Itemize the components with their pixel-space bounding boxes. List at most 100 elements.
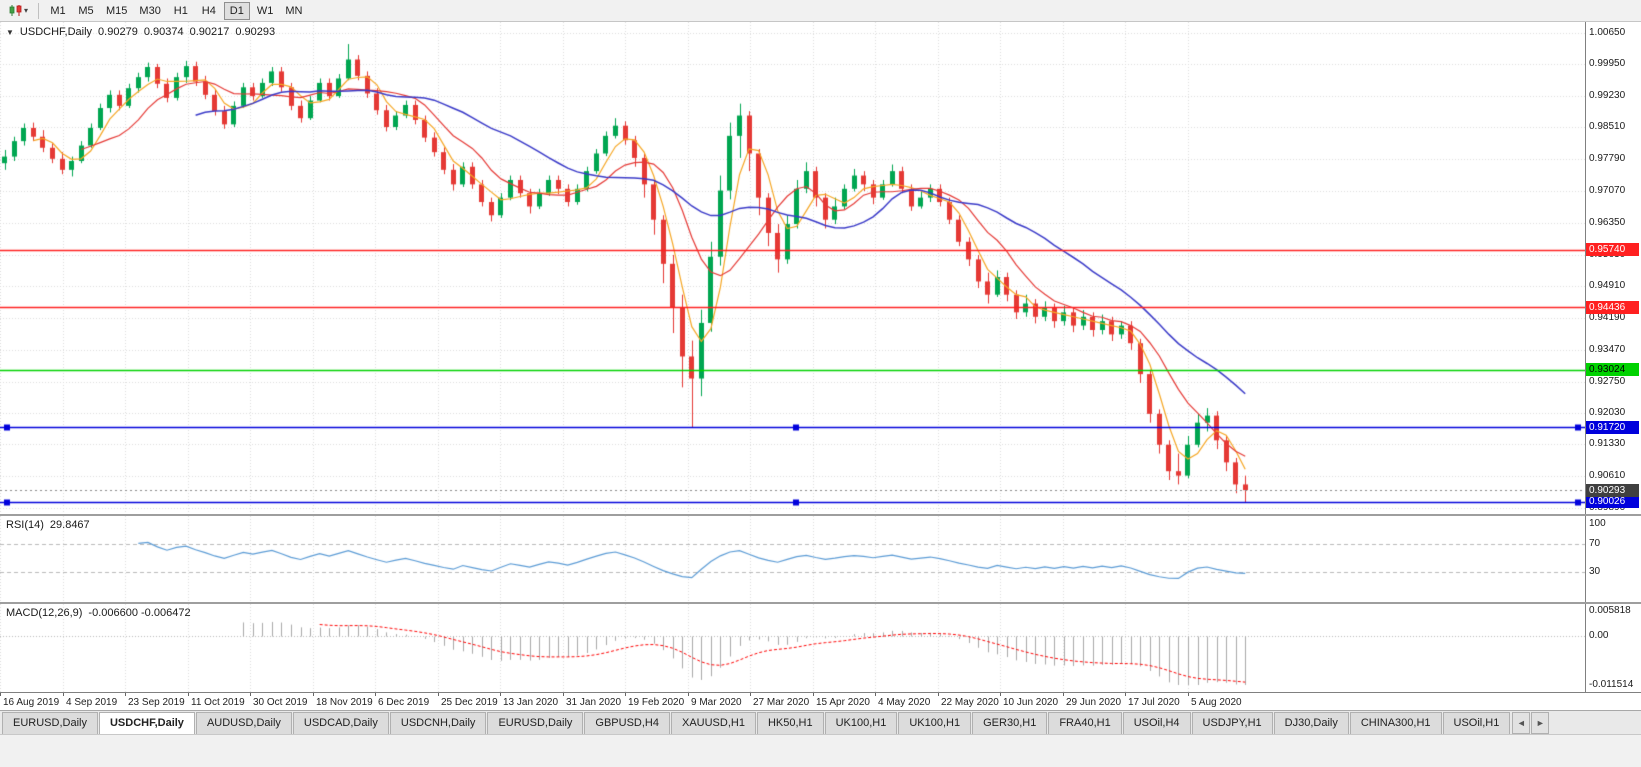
price-badge: 0.95740 (1586, 243, 1639, 257)
rsi-scale-label: 70 (1589, 538, 1601, 550)
macd-panel: MACD(12,26,9) -0.006600 -0.006472 0.0058… (0, 604, 1641, 692)
time-axis-label: 4 May 2020 (878, 697, 931, 708)
time-axis-label: 25 Dec 2019 (441, 697, 498, 708)
time-axis-label: 23 Sep 2019 (128, 697, 185, 708)
macd-scale-label: -0.011514 (1589, 679, 1634, 690)
price-scale-label: 0.99230 (1589, 89, 1626, 101)
time-axis-label: 5 Aug 2020 (1191, 697, 1242, 708)
timeframe-m30-button[interactable]: M30 (134, 2, 165, 20)
tab-fra40-h1[interactable]: FRA40,H1 (1048, 712, 1122, 734)
time-axis-label: 31 Jan 2020 (566, 697, 622, 708)
price-badge: 0.93024 (1586, 363, 1639, 377)
price-scale-label: 0.98510 (1589, 121, 1626, 133)
panel-splitter-rsi[interactable] (0, 514, 1641, 516)
time-tick (938, 693, 939, 696)
tab-uk100-h1[interactable]: UK100,H1 (898, 712, 972, 734)
tab-usdchf-daily[interactable]: USDCHF,Daily (98, 712, 195, 734)
price-badge: 0.91720 (1586, 420, 1639, 434)
rsi-indicator-name: RSI(14) (6, 519, 44, 531)
timeframe-mn-button[interactable]: MN (280, 2, 307, 20)
timeframe-toolbar: ▾ M1 M5 M15 M30 H1 H4 D1 W1 MN (0, 0, 1641, 22)
timeframe-w1-button[interactable]: W1 (252, 2, 279, 20)
symbol-title: USDCHF,Daily (19, 26, 93, 38)
tab-usoil-h1[interactable]: USOil,H1 (1442, 712, 1511, 734)
tab-scroll-left-button[interactable]: ◄ (1512, 712, 1531, 734)
tab-ger30-h1[interactable]: GER30,H1 (972, 712, 1048, 734)
tab-hk50-h1[interactable]: HK50,H1 (756, 712, 824, 734)
price-scale-label: 0.94190 (1589, 312, 1626, 324)
tab-uk100-h1[interactable]: UK100,H1 (824, 712, 898, 734)
macd-scale[interactable] (1585, 604, 1641, 692)
chart-title: ▼ USDCHF,Daily 0.90279 0.90374 0.90217 0… (6, 26, 275, 38)
tab-eurusd-daily[interactable]: EURUSD,Daily (487, 712, 584, 734)
tab-usoil-h4[interactable]: USOil,H4 (1122, 712, 1191, 734)
time-tick (375, 693, 376, 696)
price-scale-label: 0.99950 (1589, 57, 1626, 69)
timeframe-m1-button[interactable]: M1 (45, 2, 71, 20)
price-scale-label: 0.94910 (1589, 280, 1626, 292)
time-axis-label: 19 Feb 2020 (628, 697, 685, 708)
time-tick (500, 693, 501, 696)
rsi-panel: RSI(14) 29.8467 100 70 30 (0, 516, 1641, 602)
time-tick (750, 693, 751, 696)
tab-gbpusd-h4[interactable]: GBPUSD,H4 (584, 712, 670, 734)
time-axis-label: 15 Apr 2020 (816, 697, 870, 708)
time-axis-label: 11 Oct 2019 (191, 697, 245, 708)
time-tick (875, 693, 876, 696)
price-scale-label: 0.92750 (1589, 375, 1626, 387)
time-tick (188, 693, 189, 696)
tab-xauusd-h1[interactable]: XAUUSD,H1 (670, 712, 756, 734)
price-scale-label: 0.97070 (1589, 185, 1626, 196)
macd-canvas[interactable] (0, 604, 1585, 692)
tab-eurusd-daily[interactable]: EURUSD,Daily (2, 712, 98, 734)
price-scale-label: 0.92030 (1589, 407, 1626, 419)
main-chart-panel: ▼ USDCHF,Daily 0.90279 0.90374 0.90217 0… (0, 22, 1641, 514)
tab-usdcnh-daily[interactable]: USDCNH,Daily (389, 712, 487, 734)
chart-type-button[interactable]: ▾ (4, 2, 33, 19)
rsi-value: 29.8467 (49, 519, 90, 531)
time-axis[interactable]: 16 Aug 2019 4 Sep 2019 23 Sep 2019 11 Oct 2… (0, 692, 1641, 710)
tab-audusd-daily[interactable]: AUDUSD,Daily (195, 712, 292, 734)
time-tick (63, 693, 64, 696)
ohlc-high: 0.90374 (143, 26, 184, 38)
tab-scroll-right-button[interactable]: ► (1531, 712, 1550, 734)
time-tick (688, 693, 689, 696)
rsi-label: RSI(14) 29.8467 (6, 519, 90, 531)
time-tick (563, 693, 564, 696)
price-scale-label: 0.97790 (1589, 153, 1626, 165)
rsi-scale[interactable] (1585, 516, 1641, 602)
rsi-canvas[interactable] (0, 516, 1585, 602)
time-axis-label: 4 Sep 2019 (66, 697, 118, 708)
time-axis-label: 27 Mar 2020 (753, 697, 810, 708)
price-badge: 0.90026 (1586, 495, 1639, 509)
tab-usdcad-daily[interactable]: USDCAD,Daily (292, 712, 389, 734)
timeframe-d1-button[interactable]: D1 (223, 1, 250, 20)
main-chart-canvas[interactable] (0, 22, 1585, 514)
time-tick (125, 693, 126, 696)
time-tick (1000, 693, 1001, 696)
panel-splitter-macd[interactable] (0, 602, 1641, 604)
time-axis-label: 18 Nov 2019 (316, 697, 373, 708)
price-scale-label: 0.91330 (1589, 438, 1626, 450)
toolbar-separator (38, 2, 40, 19)
timeframe-h1-button[interactable]: H1 (168, 2, 194, 20)
timeframe-m15-button[interactable]: M15 (101, 2, 132, 20)
tab-dj30-daily[interactable]: DJ30,Daily (1273, 712, 1349, 734)
ohlc-low: 0.90217 (189, 26, 230, 38)
chart-tabs-bar: EURUSD,Daily USDCHF,Daily AUDUSD,Daily USDC… (0, 710, 1641, 734)
candlestick-chart-icon (9, 5, 22, 16)
rsi-scale-label: 30 (1589, 565, 1601, 577)
tab-usdjpy-h1[interactable]: USDJPY,H1 (1191, 712, 1273, 734)
tab-china300-h1[interactable]: CHINA300,H1 (1349, 712, 1442, 734)
time-tick (0, 693, 1, 696)
timeframe-m5-button[interactable]: M5 (73, 2, 99, 20)
time-axis-label: 10 Jun 2020 (1003, 697, 1059, 708)
collapse-chart-icon[interactable]: ▼ (6, 27, 14, 37)
time-axis-label: 6 Dec 2019 (378, 697, 430, 708)
time-tick (1063, 693, 1064, 696)
time-axis-label: 17 Jul 2020 (1128, 697, 1180, 708)
macd-scale-label: 0.00 (1589, 629, 1609, 641)
time-tick (1188, 693, 1189, 696)
timeframe-h4-button[interactable]: H4 (196, 2, 222, 20)
time-tick (625, 693, 626, 696)
